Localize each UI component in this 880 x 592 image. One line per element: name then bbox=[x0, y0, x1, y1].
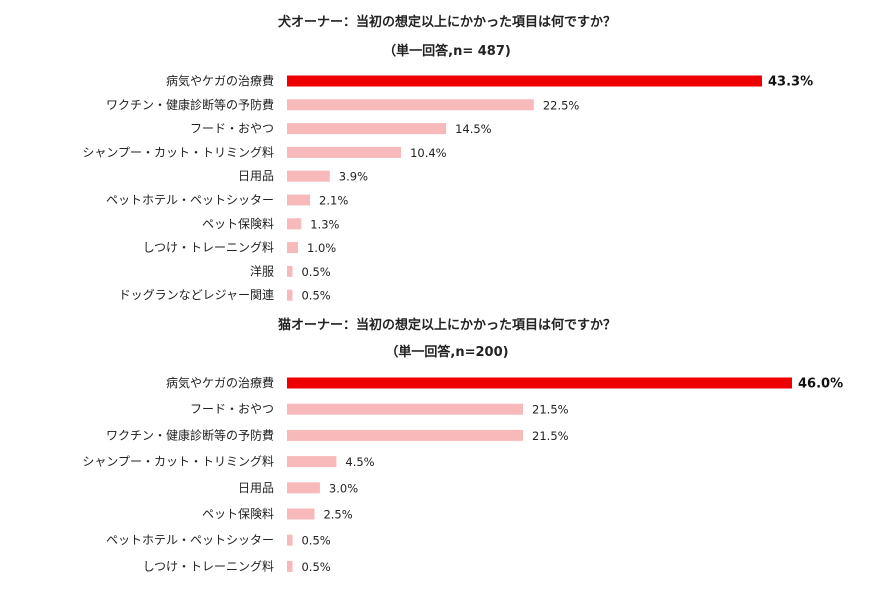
dog-value-label: 1.3% bbox=[310, 217, 339, 231]
dog-category-label: ワクチン・健康診断等の予防費 bbox=[106, 97, 274, 112]
dog-category-label: 洋服 bbox=[250, 263, 274, 278]
dog-bar bbox=[287, 194, 311, 206]
cat-value-label: 4.5% bbox=[345, 455, 374, 469]
dog-bar bbox=[287, 242, 298, 254]
dog-value-label: 43.3% bbox=[768, 75, 813, 90]
cat-value-label: 3.0% bbox=[329, 481, 358, 495]
cat-bar bbox=[287, 508, 315, 520]
cat-bar bbox=[287, 403, 524, 415]
dog-value-label: 2.1% bbox=[319, 194, 348, 208]
cat-value-label: 0.5% bbox=[301, 560, 330, 574]
dog-category-label: ペットホテル・ペットシッター bbox=[106, 193, 274, 207]
cat-bar bbox=[287, 482, 320, 494]
dog-bar bbox=[287, 218, 302, 230]
cat-bar bbox=[287, 560, 293, 572]
dog-value-label: 14.5% bbox=[455, 122, 492, 136]
dog-chart-title: 犬オーナー：当初の想定以上にかかった項目は何ですか？ bbox=[278, 14, 616, 30]
cat-chart-title: 猫オーナー：当初の想定以上にかかった項目は何ですか？ bbox=[278, 317, 616, 333]
dog-category-label: 病気やケガの治療費 bbox=[166, 73, 274, 88]
cat-category-label: しつけ・トレーニング料 bbox=[143, 559, 274, 573]
dog-bar bbox=[287, 265, 293, 277]
cat-category-label: ワクチン・健康診断等の予防費 bbox=[106, 427, 274, 442]
dog-category-label: ペット保険料 bbox=[202, 217, 274, 231]
cat-bar bbox=[287, 456, 337, 468]
cat-category-label: ペット保険料 bbox=[202, 507, 274, 521]
dog-bar bbox=[287, 75, 762, 87]
dog-category-label: フード・おやつ bbox=[190, 122, 274, 136]
dog-value-label: 3.9% bbox=[339, 170, 368, 184]
dog-bar bbox=[287, 170, 330, 182]
dog-value-label: 0.5% bbox=[301, 265, 330, 279]
cat-bar bbox=[287, 534, 293, 546]
dog-value-label: 22.5% bbox=[543, 98, 580, 112]
dog-category-label: ドッグランなどレジャー関連 bbox=[119, 288, 274, 302]
dog-chart-subtitle: （単一回答,n= 487) bbox=[383, 43, 511, 59]
dog-value-label: 10.4% bbox=[410, 146, 447, 160]
cat-bar bbox=[287, 377, 792, 389]
dog-category-label: シャンプー・カット・トリミング料 bbox=[82, 145, 274, 159]
dog-value-label: 0.5% bbox=[301, 289, 330, 303]
dog-category-label: 日用品 bbox=[238, 169, 274, 183]
cat-value-label: 46.0% bbox=[798, 377, 843, 392]
dog-bar bbox=[287, 99, 534, 111]
dog-owner-chart: 犬オーナー：当初の想定以上にかかった項目は何ですか？ （単一回答,n= 487)… bbox=[82, 14, 813, 303]
cat-category-label: ペットホテル・ペットシッター bbox=[106, 533, 274, 547]
cat-value-label: 2.5% bbox=[323, 508, 352, 522]
cat-owner-chart: 猫オーナー：当初の想定以上にかかった項目は何ですか？ （単一回答,n=200) … bbox=[82, 317, 843, 574]
cat-bars: 病気やケガの治療費 46.0% フード・おやつ 21.5% ワクチン・健康診断等の予防費… bbox=[82, 375, 843, 574]
cat-value-label: 21.5% bbox=[532, 403, 569, 417]
cat-category-label: シャンプー・カット・トリミング料 bbox=[82, 455, 274, 469]
dog-category-label: しつけ・トレーニング料 bbox=[143, 241, 274, 255]
dog-bar bbox=[287, 146, 402, 158]
dog-value-label: 1.0% bbox=[307, 241, 336, 255]
cat-category-label: 病気やケガの治療費 bbox=[166, 375, 274, 390]
cat-value-label: 0.5% bbox=[301, 534, 330, 548]
cat-value-label: 21.5% bbox=[532, 429, 569, 443]
cat-chart-subtitle: （単一回答,n=200) bbox=[385, 344, 508, 360]
cat-category-label: フード・おやつ bbox=[190, 402, 274, 416]
dog-bar bbox=[287, 123, 447, 135]
dog-bars: 病気やケガの治療費 43.3% ワクチン・健康診断等の予防費 22.5% フード・おやつ… bbox=[82, 73, 813, 303]
dog-bar bbox=[287, 289, 293, 301]
cat-category-label: 日用品 bbox=[238, 481, 274, 495]
cat-bar bbox=[287, 429, 524, 441]
